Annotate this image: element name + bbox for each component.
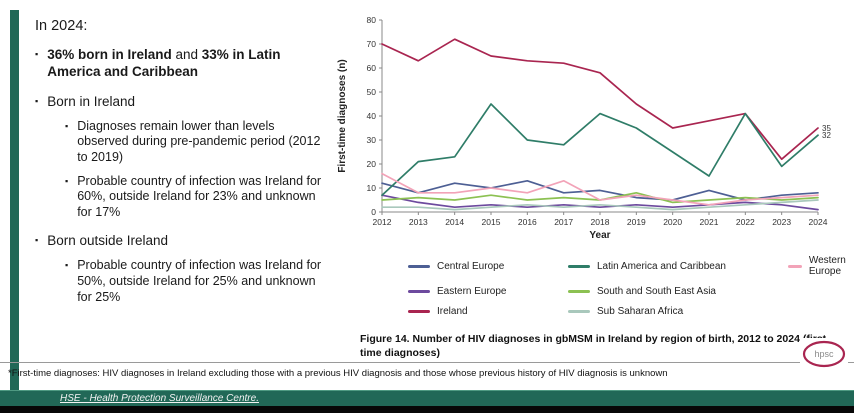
svg-text:60: 60 bbox=[367, 63, 377, 73]
svg-text:2016: 2016 bbox=[518, 217, 537, 227]
bullet-marker: ▪ bbox=[65, 260, 69, 271]
legend-label: Central Europe bbox=[437, 260, 505, 272]
footer-bar: HSE - Health Protection Surveillance Cen… bbox=[0, 390, 854, 406]
svg-text:2022: 2022 bbox=[736, 217, 755, 227]
bullet-text: Probable country of infection was Irelan… bbox=[77, 173, 322, 219]
legend-item: Central Europe bbox=[408, 255, 558, 277]
bullet-list: ▪ 36% born in Ireland and 33% in Latin Am… bbox=[35, 47, 327, 305]
svg-text:2019: 2019 bbox=[627, 217, 646, 227]
footnote: *First-time diagnoses: HIV diagnoses in … bbox=[0, 362, 854, 379]
svg-text:30: 30 bbox=[367, 135, 377, 145]
bullet-item: ▪ Probable country of infection was Irela… bbox=[65, 258, 327, 305]
bullet-marker: ▪ bbox=[35, 95, 39, 106]
legend-swatch bbox=[788, 264, 802, 268]
bullet-item: ▪ 36% born in Ireland and 33% in Latin Am… bbox=[35, 47, 327, 81]
bullet-item: ▪ Probable country of infection was Irela… bbox=[65, 174, 327, 221]
line-chart: 0 10 20 30 40 50 60 70 80 2012 2013 2014 2015 2016 201… bbox=[337, 15, 831, 241]
figure-caption: Figure 14. Number of HIV diagnoses in gb… bbox=[360, 333, 830, 360]
svg-text:2018: 2018 bbox=[591, 217, 610, 227]
svg-text:0: 0 bbox=[371, 207, 376, 217]
svg-text:2017: 2017 bbox=[554, 217, 573, 227]
bullet-text: Probable country of infection was Irelan… bbox=[77, 258, 322, 304]
legend-swatch bbox=[408, 310, 430, 313]
svg-text:2013: 2013 bbox=[409, 217, 428, 227]
bullet-item: ▪ Born outside Ireland bbox=[35, 233, 327, 250]
legend-label: Latin America and Caribbean bbox=[597, 260, 726, 272]
svg-text:10: 10 bbox=[367, 183, 377, 193]
legend-item: Sub Saharan Africa bbox=[568, 306, 778, 317]
bullet-text: Born outside Ireland bbox=[47, 233, 169, 249]
bullet-content: In 2024: ▪ 36% born in Ireland and 33% in… bbox=[35, 18, 327, 305]
svg-text:40: 40 bbox=[367, 111, 377, 121]
slide-heading: In 2024: bbox=[35, 18, 88, 34]
chart-area: 0 10 20 30 40 50 60 70 80 2012 2013 2014 2015 2016 201… bbox=[332, 10, 848, 360]
svg-text:hpsc: hpsc bbox=[814, 349, 834, 359]
svg-text:70: 70 bbox=[367, 39, 377, 49]
svg-text:35: 35 bbox=[822, 124, 831, 133]
legend-swatch bbox=[568, 310, 590, 313]
bullet-marker: ▪ bbox=[65, 175, 69, 186]
bullet-marker: ▪ bbox=[35, 235, 39, 246]
left-accent-bar bbox=[10, 10, 19, 390]
legend-item: Latin America and Caribbean bbox=[568, 255, 778, 277]
svg-text:32: 32 bbox=[822, 131, 831, 140]
hpsc-logo-icon: hpsc bbox=[802, 340, 846, 368]
legend-label: Eastern Europe bbox=[437, 286, 507, 297]
legend-label: South and South East Asia bbox=[597, 286, 716, 297]
svg-text:2012: 2012 bbox=[373, 217, 392, 227]
legend-item: Western Europe bbox=[788, 255, 854, 277]
bullet-item: ▪ Diagnoses remain lower than levels obse… bbox=[65, 119, 327, 166]
svg-text:2021: 2021 bbox=[700, 217, 719, 227]
svg-text:2015: 2015 bbox=[482, 217, 501, 227]
legend-swatch bbox=[568, 264, 590, 268]
chart-legend: Central Europe Eastern Europe Ireland Latin… bbox=[408, 255, 848, 317]
footer-black-bar bbox=[0, 406, 854, 413]
bullet-marker: ▪ bbox=[35, 49, 39, 59]
legend-swatch bbox=[408, 290, 430, 293]
svg-text:50: 50 bbox=[367, 87, 377, 97]
svg-text:80: 80 bbox=[367, 15, 377, 25]
legend-label: Ireland bbox=[437, 306, 468, 317]
svg-text:2014: 2014 bbox=[445, 217, 464, 227]
bullet-marker: ▪ bbox=[65, 120, 69, 131]
legend-item: South and South East Asia bbox=[568, 286, 778, 297]
svg-text:2024: 2024 bbox=[809, 217, 828, 227]
legend-label: Western Europe bbox=[808, 255, 846, 277]
svg-text:First-time diagnoses (n): First-time diagnoses (n) bbox=[337, 59, 348, 172]
svg-text:20: 20 bbox=[367, 159, 377, 169]
footer-text: HSE - Health Protection Surveillance Cen… bbox=[60, 393, 259, 404]
svg-text:2020: 2020 bbox=[663, 217, 682, 227]
legend-swatch bbox=[568, 290, 590, 293]
legend-label: Sub Saharan Africa bbox=[597, 306, 684, 317]
bullet-text: Born in Ireland bbox=[47, 93, 136, 109]
bullet-item: ▪ Born in Ireland bbox=[35, 94, 327, 111]
bullet-text: Diagnoses remain lower than levels obser… bbox=[77, 118, 321, 164]
svg-text:Year: Year bbox=[589, 230, 610, 241]
svg-text:2023: 2023 bbox=[772, 217, 791, 227]
legend-swatch bbox=[408, 264, 430, 268]
legend-item: Eastern Europe bbox=[408, 286, 558, 297]
legend-item: Ireland bbox=[408, 306, 558, 317]
hpsc-logo: hpsc bbox=[800, 338, 848, 370]
bullet-text: 36% born in Ireland and 33% in Latin Ame… bbox=[47, 47, 281, 79]
